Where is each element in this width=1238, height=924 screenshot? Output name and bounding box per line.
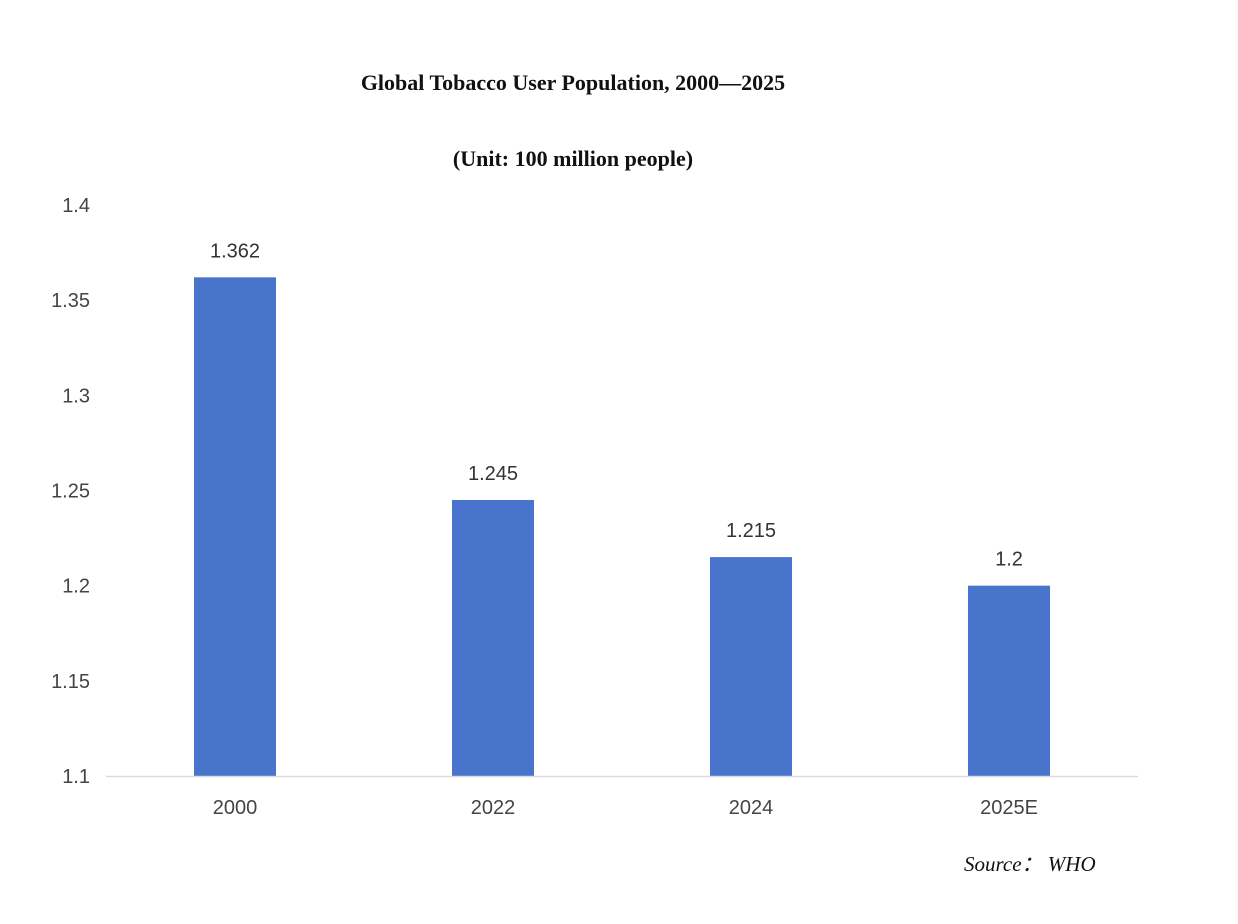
x-tick-label: 2000: [213, 797, 258, 819]
x-axis-tick-labels: 2000 2022 2024 2025E: [213, 797, 1038, 819]
data-label: 1.215: [726, 520, 776, 542]
y-tick-label: 1.3: [62, 385, 90, 407]
y-tick-label: 1.25: [51, 481, 90, 503]
data-label: 1.2: [995, 549, 1023, 571]
bar-series: [194, 277, 1050, 776]
y-tick-label: 1.1: [62, 766, 90, 788]
y-axis-tick-labels: 1.1 1.15 1.2 1.25 1.3 1.35 1.4: [51, 195, 90, 788]
chart-subtitle: (Unit: 100 million people): [452, 146, 694, 171]
x-tick-label: 2022: [471, 797, 516, 819]
y-tick-label: 1.2: [62, 576, 90, 598]
data-label: 1.362: [210, 240, 260, 262]
y-tick-label: 1.4: [62, 195, 90, 217]
x-tick-label: 2025E: [980, 797, 1038, 819]
y-tick-label: 1.15: [51, 671, 90, 693]
y-tick-label: 1.35: [51, 290, 90, 312]
chart-title: Global Tobacco User Population, 2000—202…: [360, 70, 786, 95]
data-label: 1.245: [468, 463, 518, 485]
bar-2000: [194, 277, 276, 776]
bar-2024: [710, 557, 792, 776]
x-tick-label: 2024: [729, 797, 774, 819]
bar-2022: [452, 500, 534, 776]
bar-2025E: [968, 585, 1050, 776]
source-note: Source： WHO: [964, 852, 1096, 876]
data-labels: 1.362 1.245 1.215 1.2: [210, 240, 1023, 570]
